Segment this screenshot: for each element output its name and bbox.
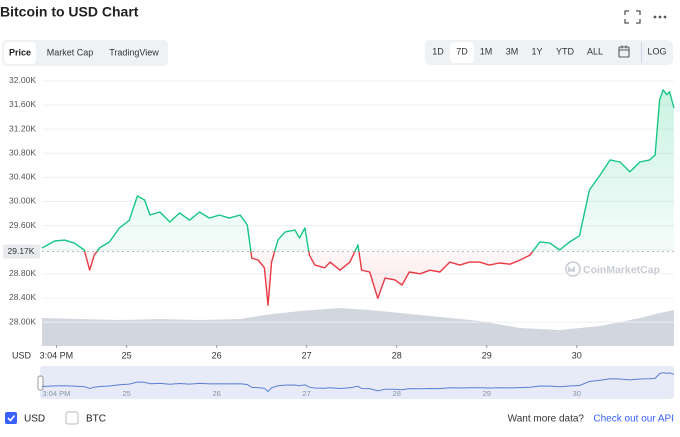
usd-checkbox[interactable] <box>5 412 17 424</box>
navigator-tick-label: 3:04 PM <box>42 389 70 398</box>
watermark: CoinMarketCap <box>583 264 660 276</box>
y-tick-label: 28.80K <box>9 268 36 278</box>
navigator-tick-label: 30 <box>573 389 581 398</box>
currency-label[interactable]: USD <box>24 414 45 425</box>
range-button[interactable]: YTD <box>556 46 575 56</box>
x-tick-label: 27 <box>302 350 312 360</box>
y-tick-label: 30.40K <box>9 172 36 182</box>
api-link[interactable]: Check out our API <box>593 414 674 425</box>
range-button[interactable]: 7D <box>456 46 468 56</box>
price-line <box>41 89 675 306</box>
tab[interactable]: TradingView <box>109 47 159 57</box>
x-tick-label: 26 <box>212 350 222 360</box>
baseline-area <box>42 89 674 306</box>
x-tick-label: 3:04 PM <box>40 350 74 360</box>
range-selected <box>450 42 474 63</box>
x-tick-label: 29 <box>482 350 492 360</box>
navigator-handle[interactable] <box>37 375 44 391</box>
separator <box>641 42 642 63</box>
baseline-tag <box>3 244 40 259</box>
range-button[interactable]: ALL <box>587 46 603 56</box>
navigator-tick-label: 28 <box>393 389 401 398</box>
x-tick-label: 28 <box>392 350 402 360</box>
log-button[interactable]: LOG <box>647 46 666 56</box>
tab[interactable]: Market Cap <box>47 47 94 57</box>
y-tick-label: 29.60K <box>9 220 36 230</box>
range-button[interactable]: 1Y <box>531 46 542 56</box>
x-tick-label: 25 <box>122 350 132 360</box>
baseline-label: 29.17K <box>8 246 35 256</box>
y-tick-label: 30.00K <box>9 196 36 206</box>
currency-label[interactable]: BTC <box>86 414 106 425</box>
navigator-line <box>41 372 675 393</box>
y-unit-label: USD <box>12 350 32 360</box>
navigator-tick-label: 26 <box>212 389 220 398</box>
navigator-tick-label: 25 <box>122 389 130 398</box>
tab-selected <box>4 42 36 64</box>
calendar-icon[interactable] <box>618 45 630 58</box>
btc-checkbox[interactable] <box>65 411 79 425</box>
y-tick-label: 31.20K <box>9 123 36 133</box>
footer-prompt: Want more data? <box>508 414 585 425</box>
tab[interactable]: Price <box>9 47 31 57</box>
volume-area <box>42 308 674 346</box>
navigator-tick-label: 27 <box>303 389 311 398</box>
expand-icon[interactable] <box>624 10 641 24</box>
navigator <box>40 366 674 399</box>
navigator-tick-label: 29 <box>483 389 491 398</box>
watermark-logo <box>565 261 581 277</box>
y-tick-label: 28.40K <box>9 292 36 302</box>
more-icon[interactable] <box>653 15 667 19</box>
y-tick-label: 31.60K <box>9 99 36 109</box>
range-button[interactable]: 1D <box>432 46 444 56</box>
y-tick-label: 30.80K <box>9 147 36 157</box>
y-tick-label: 28.00K <box>9 316 36 326</box>
check-mark <box>7 415 16 422</box>
range-bar <box>425 40 673 65</box>
chart-title: Bitcoin to USD Chart <box>0 4 139 20</box>
x-tick-label: 30 <box>572 350 582 360</box>
range-button[interactable]: 1M <box>480 46 493 56</box>
y-tick-label: 32.00K <box>9 75 36 85</box>
tab-bar <box>2 40 168 66</box>
range-button[interactable]: 3M <box>506 46 519 56</box>
